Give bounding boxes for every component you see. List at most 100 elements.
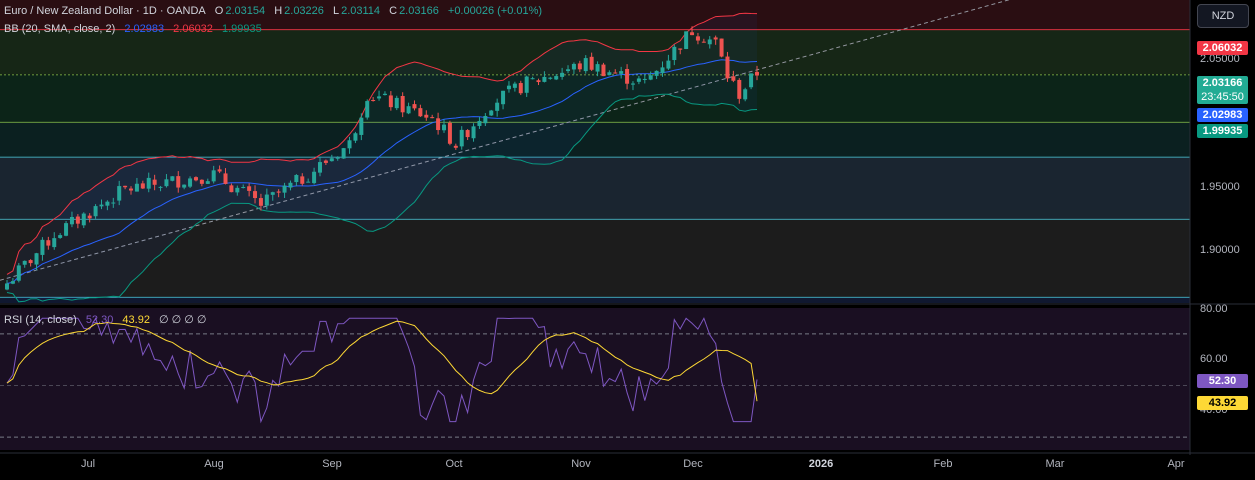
candle-body [477,120,482,126]
candle-body [146,177,151,189]
candle-body [205,181,210,184]
candle-body [317,162,322,173]
candle-body [241,187,246,189]
candle-body [666,60,671,69]
bb-upper-line [6,12,758,275]
candle-body [323,160,328,163]
candle-body [129,188,134,191]
candle-body [58,235,63,238]
symbol-legend: Euro / New Zealand Dollar · 1D · OANDA O… [4,4,544,18]
candle-body [560,72,565,77]
price-band [0,157,1190,220]
candle-body [99,204,104,207]
rsi-empty-values: ∅ ∅ ∅ ∅ [159,314,207,326]
bb-basis-price-tag: 2.02983 [1197,108,1248,122]
currency-button[interactable]: NZD [1197,4,1249,28]
time-axis-label: Aug [204,458,224,470]
candle-body [258,198,263,206]
candle-body [400,95,405,113]
time-axis-label: 2026 [808,458,834,470]
candle-body [660,67,665,74]
candle-body [424,114,429,118]
candle-body [619,71,624,74]
candle-body [312,171,317,184]
candle-body [81,213,86,226]
candle-body [713,37,718,40]
open-label: O [214,5,224,17]
candle-body [5,283,9,290]
candle-body [701,41,706,43]
bb-basis-line [6,59,758,284]
bb-fill [7,13,757,302]
candle-body [69,217,74,225]
candle-body [737,79,742,99]
last-price-tag: 2.03166 23:45:50 [1197,76,1248,104]
candle-body [678,48,683,50]
bb-basis-value: 2.02983 [124,23,165,35]
candle-body [211,170,216,182]
candle-body [672,46,677,61]
open-value: 2.03154 [225,5,266,17]
candle-body [294,175,299,183]
candle-body [217,169,222,172]
candle-body [382,93,387,96]
candle-body [512,83,517,88]
time-axis-label: Apr [1167,458,1185,470]
candle-body [595,64,600,72]
candle-body [542,76,547,82]
symbol-title[interactable]: Euro / New Zealand Dollar · 1D · OANDA [4,5,206,17]
candle-body [377,96,382,99]
candle-body [707,39,712,45]
candle-body [613,72,618,74]
time-axis-label: Mar [1045,458,1065,470]
candle-body [731,76,736,81]
price-band [0,122,1190,158]
candle-body [235,187,240,193]
candle-body [447,122,452,144]
price-axis-label: 2.05000 [1200,53,1240,65]
bb-lower-value: 1.99935 [221,23,262,35]
candle-body [87,215,92,219]
candle-body [158,186,163,188]
candle-body [743,89,748,100]
candle-body [465,130,470,138]
candle-body [642,78,647,80]
candle-body [548,77,553,79]
candle-body [335,157,340,159]
candle-body [288,182,293,188]
candle-body [264,194,269,206]
candle-body [453,145,458,148]
candle-body [22,260,27,265]
price-axis-label: 1.90000 [1200,244,1240,256]
candle-body [388,95,393,108]
rsi-ma-line [6,320,758,402]
candle-body [394,97,399,109]
candle-body [40,239,45,255]
candle-body [571,63,576,70]
bb-label[interactable]: BB (20, SMA, close, 2) [4,23,116,35]
candle-body [306,181,311,183]
candle-body [536,80,541,83]
bb-lower-price-tag: 1.99935 [1197,124,1248,138]
candle-body [93,206,98,217]
price-band [0,297,1190,303]
candle-body [300,176,305,184]
candle-body [75,216,80,224]
candle-body [412,104,417,109]
candle-body [607,72,612,76]
low-label: L [332,5,340,17]
last-price-value: 2.03166 [1202,77,1243,89]
time-axis-label: Dec [683,458,703,470]
candle-body [341,148,346,159]
price-band [0,29,1190,75]
time-axis-label: Nov [571,458,591,470]
rsi-label[interactable]: RSI (14, close) [4,314,77,326]
close-value: 2.03166 [399,5,439,17]
candle-body [117,186,122,201]
candle-body [105,201,110,206]
candle-body [489,110,494,116]
candle-body [518,83,523,94]
candle-body [483,116,488,124]
candle-body [506,85,511,90]
